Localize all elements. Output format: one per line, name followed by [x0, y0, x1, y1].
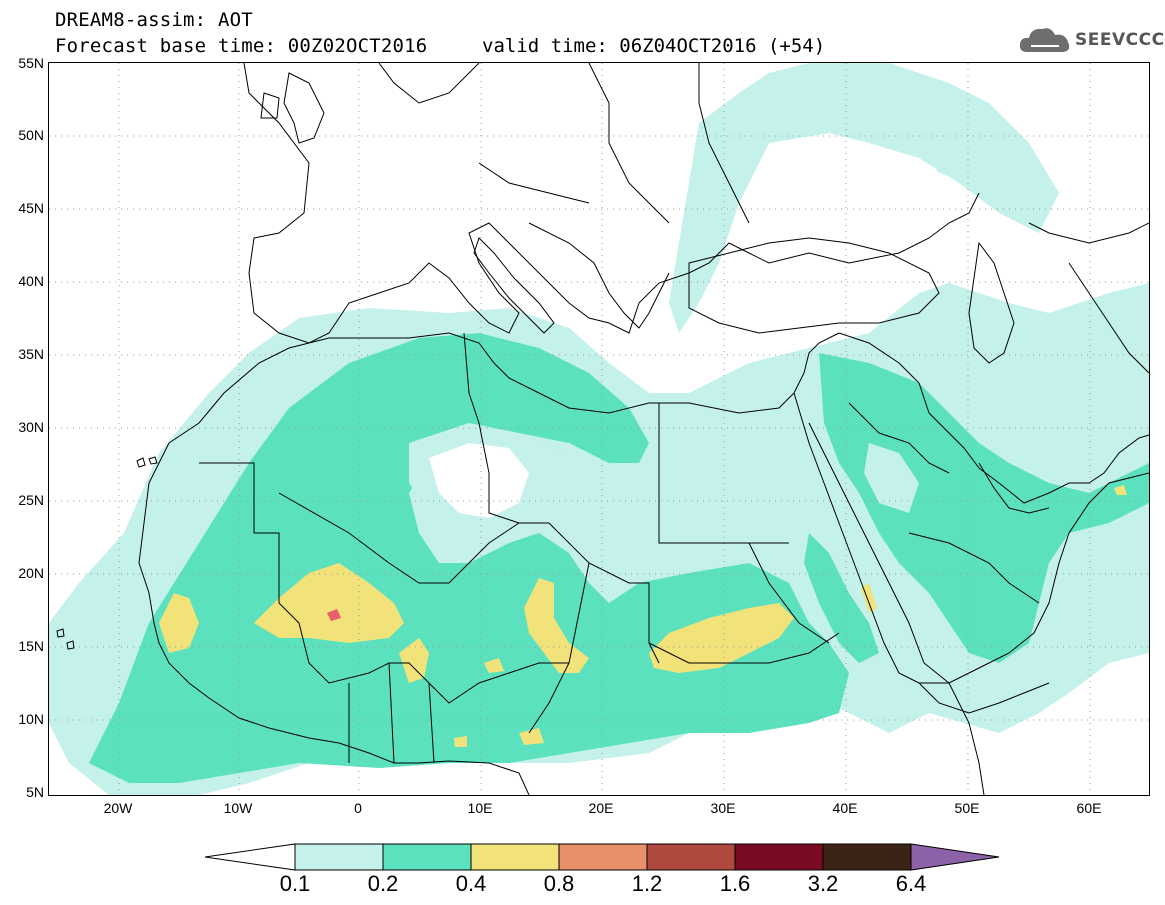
lat-label: 15N: [18, 638, 44, 654]
lat-label: 35N: [18, 346, 44, 362]
cloud-icon: [1019, 28, 1070, 52]
valid-time-label: valid time: 06Z04OCT2016 (+54): [482, 35, 826, 57]
colorbar-label: 0.4: [455, 871, 487, 896]
aot-yellow-mali: [254, 563, 404, 643]
lon-label: 20W: [103, 800, 133, 816]
colorbar-segment: [470, 843, 560, 871]
colorbar-segment: [822, 843, 912, 871]
colorbar-label: 0.1: [279, 871, 311, 896]
title-line-2: Forecast base time: 00Z02OCT2016: [55, 35, 428, 57]
aot-shading: [49, 63, 1149, 795]
lat-label: 5N: [26, 784, 44, 800]
lon-label: 0: [354, 800, 362, 816]
lat-label: 50N: [18, 127, 44, 143]
colorbar-segment: [294, 843, 384, 871]
colorbar-segment: [558, 843, 648, 871]
aot-yellow-senegal: [159, 593, 199, 653]
colorbar-label: 6.4: [895, 871, 927, 896]
aot-yellow-south2: [454, 736, 467, 747]
aot-band-teal-redsea: [804, 533, 879, 663]
lat-label: 20N: [18, 565, 44, 581]
map-panel: [48, 62, 1150, 796]
lon-label: 60E: [1076, 800, 1102, 816]
title-line-1: DREAM8-assim: AOT: [55, 9, 253, 31]
colorbar-arrow-right: [910, 843, 1000, 871]
colorbar: [205, 843, 1000, 871]
lat-label: 40N: [18, 273, 44, 289]
colorbar-segment: [734, 843, 824, 871]
colorbar-label: 3.2: [807, 871, 839, 896]
colorbar-label: 1.2: [631, 871, 663, 896]
seevccc-logo: SEEVCCC: [1017, 22, 1164, 58]
aot-gap-arabia: [864, 443, 919, 513]
aot-yellow-south: [519, 728, 544, 745]
lon-label: 10W: [223, 800, 253, 816]
colorbar-segment: [382, 843, 472, 871]
aot-red-mali: [327, 609, 341, 621]
aot-yellow-niger: [399, 638, 429, 683]
lon-label: 20E: [588, 800, 614, 816]
colorbar-label: 1.6: [719, 871, 751, 896]
lat-label: 10N: [18, 711, 44, 727]
lon-label: 40E: [832, 800, 858, 816]
colorbar-segment: [646, 843, 736, 871]
lat-label: 55N: [18, 55, 44, 71]
aot-yellow-chad: [524, 578, 589, 673]
colorbar-label: 0.2: [367, 871, 399, 896]
lat-label: 45N: [18, 200, 44, 216]
aot-band-teal: [89, 333, 849, 783]
lon-label: 30E: [710, 800, 736, 816]
lat-label: 30N: [18, 419, 44, 435]
colorbar-label: 0.8: [543, 871, 575, 896]
logo-text: SEEVCCC: [1075, 30, 1165, 50]
aot-map: [49, 63, 1149, 795]
lon-label: 10E: [467, 800, 493, 816]
aot-yellow-sudan: [649, 603, 794, 673]
aot-yellow-oman: [1114, 485, 1127, 495]
aot-yellow-small: [484, 658, 504, 673]
aot-plume-north: [669, 63, 1059, 333]
map-gridlines: [49, 63, 1149, 795]
aot-yellow-redsea: [861, 583, 877, 613]
coastlines: [56, 63, 1149, 795]
aot-band-teal-arabia: [819, 353, 1149, 663]
lon-label: 50E: [954, 800, 980, 816]
aot-gap-white: [429, 443, 529, 518]
aot-plume-caspian: [909, 118, 1009, 183]
colorbar-arrow-left: [205, 843, 296, 871]
lat-label: 25N: [18, 492, 44, 508]
